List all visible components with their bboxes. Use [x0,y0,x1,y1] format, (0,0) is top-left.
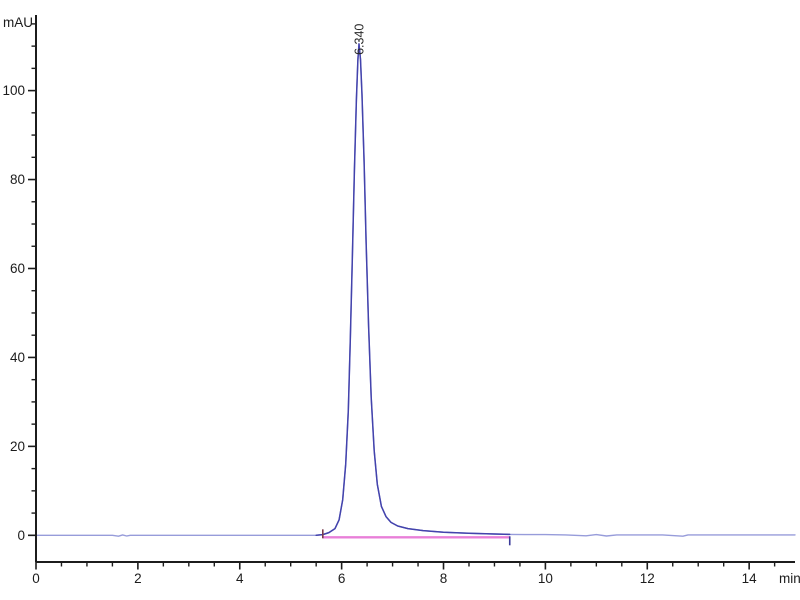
x-axis-unit-label: min [779,571,800,586]
y-axis-unit-label: mAU [3,15,33,30]
y-tick-label: 80 [10,172,25,187]
y-tick-label: 0 [17,528,25,543]
x-tick-label: 10 [538,571,553,586]
y-tick-label: 40 [10,350,25,365]
signal-peak-trace [315,43,511,537]
peak-retention-time-label: 6.340 [353,24,367,55]
signal-trace [35,43,796,537]
x-tick-label: 8 [440,571,448,586]
x-tick-label: 4 [236,571,244,586]
x-tick-label: 6 [338,571,346,586]
x-tick-label: 2 [134,571,142,586]
y-tick-label: 60 [10,261,25,276]
y-tick-label: 100 [2,83,25,98]
x-tick-label: 0 [32,571,40,586]
x-tick-label: 14 [742,571,758,586]
y-tick-label: 20 [10,439,25,454]
x-tick-label: 12 [640,571,655,586]
